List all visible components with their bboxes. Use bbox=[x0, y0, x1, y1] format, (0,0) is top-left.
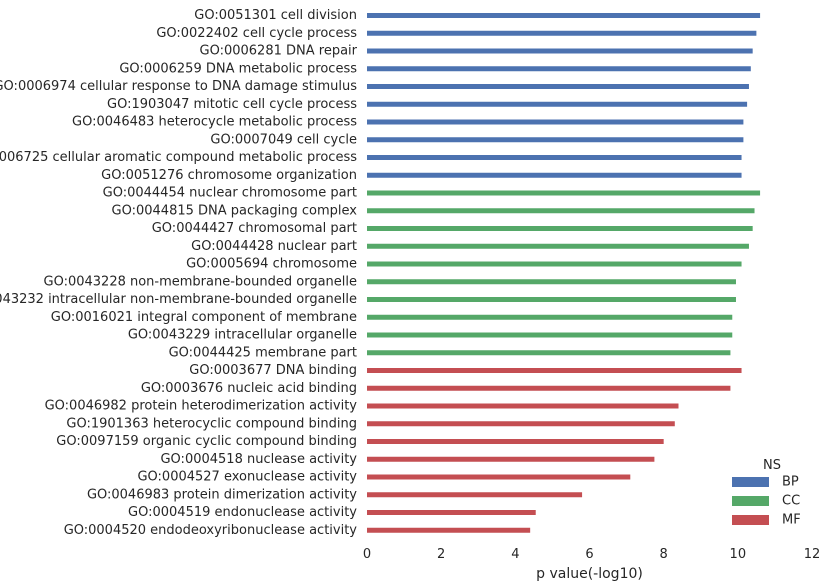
bar-label: GO:0044427 chromosomal part bbox=[152, 221, 357, 236]
bar-label: GO:0046982 protein heterodimerization ac… bbox=[45, 399, 358, 414]
x-tick-label: 4 bbox=[511, 547, 519, 562]
bar-cc bbox=[367, 243, 749, 249]
bar-label: GO:0004520 endodeoxyribonuclease activit… bbox=[64, 523, 358, 538]
bar-label: GO:0044815 DNA packaging complex bbox=[112, 203, 358, 218]
bar-bp bbox=[367, 48, 753, 54]
legend: NS BP CC MF bbox=[732, 458, 801, 528]
legend-swatch-bp bbox=[732, 477, 769, 487]
bar-label: GO:0044425 membrane part bbox=[169, 345, 357, 360]
x-tick-label: 0 bbox=[363, 547, 371, 562]
bar-mf bbox=[367, 492, 583, 498]
legend-swatch-mf bbox=[732, 515, 769, 525]
bar-bp bbox=[367, 155, 742, 160]
bar-mf bbox=[367, 456, 655, 462]
x-tick-label: 6 bbox=[585, 547, 593, 562]
bar-label: GO:0003677 DNA binding bbox=[189, 363, 357, 378]
bar-label: GO:0004519 endonuclease activity bbox=[128, 505, 357, 520]
bar-label: GO:0046983 protein dimerization activity bbox=[87, 487, 357, 502]
bar-cc bbox=[367, 208, 755, 214]
bar-group bbox=[367, 13, 761, 533]
bar-label-group: GO:0051301 cell division GO:0022402 cell … bbox=[0, 8, 358, 538]
bar-mf bbox=[367, 368, 742, 373]
bar-mf bbox=[367, 439, 664, 444]
bar-mf bbox=[367, 421, 675, 427]
bar-label: GO:0005694 chromosome bbox=[186, 257, 357, 272]
x-tick-label: 8 bbox=[660, 547, 668, 562]
bar-label: GO:0051276 chromosome organization bbox=[101, 168, 357, 183]
bar-cc bbox=[367, 350, 731, 356]
bar-label: GO:0007049 cell cycle bbox=[210, 132, 357, 147]
bar-label: GO:0006281 DNA repair bbox=[200, 44, 358, 59]
bar-mf bbox=[367, 385, 731, 391]
bar-bp bbox=[367, 101, 748, 107]
x-axis: 0 2 4 6 8 10 12 bbox=[363, 547, 820, 562]
legend-swatch-cc bbox=[732, 496, 769, 506]
bar-label: GO:0004518 nuclease activity bbox=[160, 452, 357, 467]
bar-cc bbox=[367, 279, 736, 285]
x-tick-label: 10 bbox=[730, 547, 747, 562]
bar-cc bbox=[367, 332, 733, 338]
bar-label: GO:0043229 intracellular organelle bbox=[128, 328, 357, 343]
bar-cc bbox=[367, 190, 761, 196]
x-tick-label: 2 bbox=[437, 547, 445, 562]
bar-label: GO:0097159 organic cyclic compound bindi… bbox=[56, 434, 357, 449]
bar-mf bbox=[367, 403, 679, 409]
bar-label: GO:0022402 cell cycle process bbox=[156, 26, 357, 41]
legend-label: MF bbox=[782, 513, 801, 528]
bar-label: GO:1903047 mitotic cell cycle process bbox=[107, 97, 357, 112]
bar-mf bbox=[367, 527, 531, 533]
bar-label: GO:0004527 exonuclease activity bbox=[137, 470, 357, 485]
bar-label: GO:0046483 heterocycle metabolic process bbox=[72, 115, 357, 130]
x-axis-label: p value(-log10) bbox=[536, 566, 643, 582]
legend-label: BP bbox=[782, 475, 799, 490]
bar-label: GO:0006259 DNA metabolic process bbox=[119, 61, 357, 76]
bar-label: GO:1901363 heterocyclic compound binding bbox=[66, 416, 357, 431]
x-tick-label: 12 bbox=[804, 547, 821, 562]
bar-label: GO:0044454 nuclear chromosome part bbox=[103, 186, 357, 201]
legend-title: NS bbox=[763, 458, 781, 473]
bar-label: GO:0044428 nuclear part bbox=[191, 239, 357, 254]
bar-bp bbox=[367, 13, 761, 18]
bar-bp bbox=[367, 119, 744, 125]
bar-label: GO:0006974 cellular response to DNA dama… bbox=[0, 79, 357, 94]
bar-bp bbox=[367, 30, 757, 36]
bar-label: GO:0051301 cell division bbox=[194, 8, 357, 23]
bar-label: GO:0016021 integral component of membran… bbox=[51, 310, 357, 325]
bar-mf bbox=[367, 474, 631, 480]
bar-cc bbox=[367, 226, 753, 231]
bar-bp bbox=[367, 66, 751, 72]
bar-label: GO:0006725 cellular aromatic compound me… bbox=[0, 150, 357, 165]
bar-cc bbox=[367, 261, 742, 267]
bar-label: GO:0043228 non-membrane-bounded organell… bbox=[44, 274, 358, 289]
legend-label: CC bbox=[782, 494, 800, 509]
bar-label: GO:0043232 intracellular non-membrane-bo… bbox=[0, 292, 357, 307]
bar-cc bbox=[367, 314, 733, 320]
bar-bp bbox=[367, 172, 742, 178]
bar-cc bbox=[367, 297, 736, 302]
bar-mf bbox=[367, 510, 536, 515]
bar-bp bbox=[367, 137, 744, 143]
bar-bp bbox=[367, 84, 749, 89]
bar-label: GO:0003676 nucleic acid binding bbox=[141, 381, 357, 396]
